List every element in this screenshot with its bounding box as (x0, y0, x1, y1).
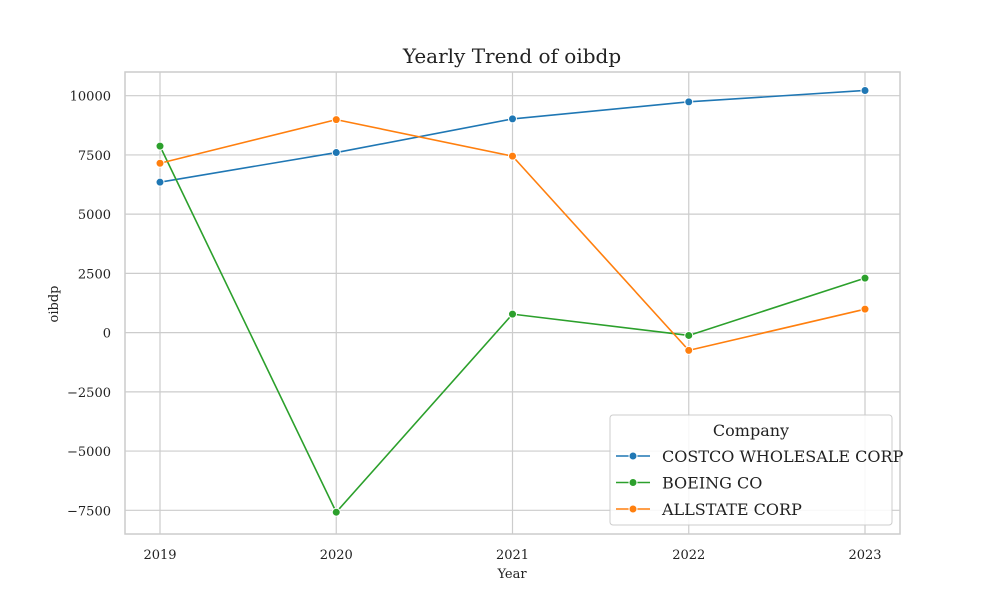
y-tick-label: 7500 (78, 149, 111, 164)
series-layer (155, 85, 870, 517)
x-tick-label: 2019 (143, 548, 176, 563)
data-point (508, 309, 517, 319)
x-tick-label: 2022 (672, 548, 705, 563)
data-point (331, 507, 341, 517)
data-point (684, 330, 694, 340)
y-axis-title: oibdp (47, 286, 62, 323)
data-point (508, 114, 517, 124)
x-tick-label: 2021 (496, 548, 529, 563)
data-point (860, 85, 870, 95)
y-tick-label: −7500 (67, 504, 111, 519)
legend-box (609, 414, 893, 526)
x-axis-ticks: 2019 2020 2021 2022 2023 (143, 548, 881, 563)
y-tick-label: 5000 (78, 208, 111, 223)
legend-title: Company (713, 421, 789, 440)
legend: Company COSTCO WHOLESALE CORP BOEING CO AL… (609, 414, 904, 526)
x-axis-title: Year (496, 567, 527, 582)
legend-item: BOEING CO (616, 474, 762, 493)
series-group (155, 115, 870, 355)
y-tick-label: −2500 (67, 386, 111, 401)
legend-label: BOEING CO (662, 474, 762, 493)
series-group (155, 141, 870, 517)
data-point (155, 141, 165, 151)
data-point (155, 177, 165, 187)
data-point (684, 345, 694, 355)
data-point (331, 148, 341, 158)
y-tick-label: −5000 (67, 445, 111, 460)
data-point (155, 158, 165, 168)
y-tick-label: 2500 (78, 267, 111, 282)
data-point (331, 115, 341, 125)
legend-item: ALLSTATE CORP (616, 500, 802, 519)
x-tick-label: 2023 (848, 548, 881, 563)
series-group (155, 85, 870, 187)
y-tick-label: 10000 (70, 90, 111, 105)
data-point (860, 273, 870, 283)
legend-label: COSTCO WHOLESALE CORP (662, 447, 904, 466)
data-point (684, 97, 694, 107)
legend-item: COSTCO WHOLESALE CORP (616, 447, 904, 466)
y-tick-label: 0 (103, 327, 111, 342)
legend-marker (628, 478, 638, 487)
legend-items: COSTCO WHOLESALE CORP BOEING CO ALLSTATE C… (616, 447, 904, 519)
legend-marker (628, 504, 638, 514)
data-point (860, 304, 870, 314)
legend-marker (628, 451, 638, 461)
x-tick-label: 2020 (320, 548, 353, 563)
legend-label: ALLSTATE CORP (661, 500, 802, 519)
plot-frame (124, 71, 901, 535)
y-axis-ticks: −7500 −5000 −2500 0 2500 5000 7500 10000 (67, 90, 111, 520)
chart-title: Yearly Trend of oibdp (402, 44, 621, 68)
data-point (508, 151, 517, 161)
